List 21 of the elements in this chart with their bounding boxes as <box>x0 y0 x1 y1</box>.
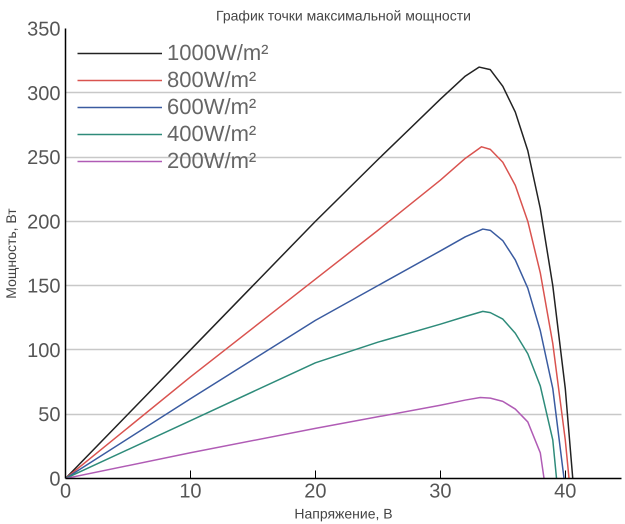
line-series <box>66 396 545 478</box>
chart-title: График точки максимальной мощности <box>216 8 471 24</box>
x-axis-title: Напряжение, В <box>294 506 393 522</box>
legend-label: 200W/m² <box>167 148 256 174</box>
legend-label: 800W/m² <box>167 67 256 93</box>
x-tick-label: 30 <box>429 480 452 502</box>
y-tick-label: 50 <box>38 404 61 426</box>
y-tick-label: 200 <box>27 211 61 234</box>
legend-label: 600W/m² <box>167 94 256 120</box>
x-tick-label: 40 <box>554 480 576 502</box>
y-tick-label: 100 <box>27 340 61 362</box>
x-tick-label: 10 <box>179 480 202 502</box>
y-tick-label: 150 <box>27 276 61 298</box>
y-axis-title: Мощность, Вт <box>3 208 20 299</box>
y-tick-label: 300 <box>27 82 61 105</box>
y-tick-label: 350 <box>27 18 61 40</box>
legend-label: 1000W/m² <box>167 40 268 66</box>
line-series <box>66 310 558 478</box>
y-tick-label: 250 <box>27 147 61 170</box>
x-tick-label: 20 <box>304 480 327 502</box>
legend-label: 400W/m² <box>167 121 256 147</box>
